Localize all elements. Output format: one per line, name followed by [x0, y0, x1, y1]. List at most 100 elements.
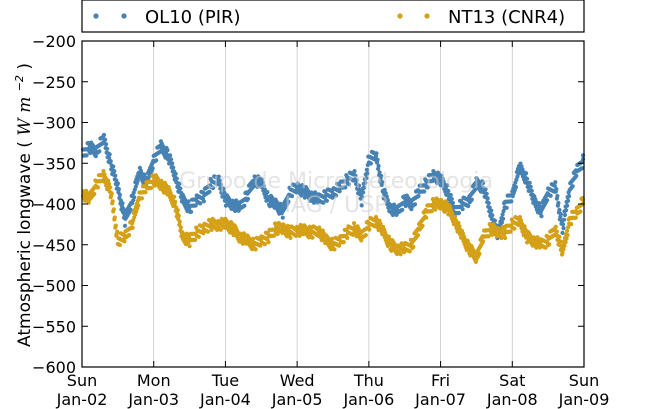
data-point [177, 181, 182, 186]
data-point [383, 191, 388, 196]
x-tick-date-label: Jan-02 [56, 390, 108, 409]
data-point [400, 207, 405, 212]
data-point [130, 225, 135, 230]
data-point [346, 182, 351, 187]
data-point [310, 235, 315, 240]
data-point [528, 184, 533, 189]
data-point [503, 235, 508, 241]
data-point [117, 242, 122, 248]
data-point [446, 188, 451, 194]
data-point [175, 208, 180, 213]
legend-marker-nt13 [424, 13, 430, 19]
data-point [555, 193, 560, 199]
data-point [357, 183, 362, 188]
data-point [112, 169, 117, 174]
data-point [560, 222, 566, 227]
legend-marker-ol10 [121, 13, 127, 19]
legend-frame [81, 0, 585, 33]
data-point [504, 205, 509, 210]
data-point [221, 186, 226, 191]
legend-label-ol10: OL10 (PIR) [145, 7, 241, 28]
y-axis-title: Atmospheric longwave ( W m −2 ) [13, 63, 35, 347]
data-point [450, 200, 455, 206]
data-point [490, 213, 495, 218]
data-point [222, 190, 227, 195]
data-point [558, 212, 564, 217]
data-point [562, 243, 567, 248]
data-point [484, 191, 489, 196]
data-point [566, 198, 571, 203]
data-point [573, 215, 578, 220]
data-point [353, 173, 358, 178]
data-point [280, 215, 285, 220]
data-point [262, 242, 267, 247]
x-tick-date-label: Jan-04 [199, 390, 251, 409]
data-point [429, 209, 434, 214]
data-point [169, 157, 174, 162]
data-point [198, 201, 203, 206]
data-point [565, 228, 570, 233]
y-axis-unit: W m [15, 97, 35, 136]
data-point [122, 223, 128, 228]
data-point [361, 190, 366, 195]
data-point [527, 180, 532, 185]
data-point [352, 169, 357, 174]
data-point [111, 207, 116, 212]
data-point [398, 252, 403, 257]
watermark: Grupo de Micrometeorologia IAG / USP [179, 169, 493, 218]
data-point [560, 230, 565, 235]
legend: OL10 (PIR) NT13 (CNR4) [81, 0, 585, 33]
y-tick-label: −550 [32, 317, 76, 336]
data-point [519, 221, 525, 226]
data-point [288, 235, 293, 240]
data-points [80, 132, 586, 264]
data-point [196, 234, 201, 239]
data-point [111, 164, 116, 169]
data-point [548, 193, 553, 198]
x-tick-day-label: Sat [499, 371, 525, 390]
data-point [351, 221, 357, 226]
data-point [105, 146, 110, 151]
data-point [529, 188, 534, 193]
series-nt13 [80, 169, 586, 264]
y-axis-unit-exponent: −2 [13, 75, 26, 91]
data-point [107, 152, 112, 157]
y-tick-label: −250 [32, 73, 76, 92]
data-point [108, 185, 113, 190]
data-point [341, 240, 346, 245]
data-point [363, 180, 368, 185]
data-point [109, 191, 114, 196]
x-tick-day-label: Fri [431, 371, 450, 390]
data-point [485, 196, 490, 201]
data-point [343, 185, 348, 190]
data-point [499, 235, 504, 241]
data-point [499, 220, 505, 225]
data-point [456, 220, 461, 226]
data-point [117, 192, 122, 197]
x-tick-day-label: Sun [67, 371, 97, 390]
data-point [524, 171, 529, 176]
data-point [512, 226, 517, 231]
data-point [449, 196, 454, 202]
y-tick-label: −300 [32, 114, 76, 133]
data-point [556, 200, 561, 206]
data-point [193, 203, 198, 208]
data-point [354, 178, 359, 183]
data-point [380, 180, 385, 185]
data-point [477, 251, 482, 256]
data-point [171, 165, 176, 170]
data-point [253, 247, 258, 252]
data-point [178, 225, 183, 230]
data-point [332, 247, 337, 252]
data-point [251, 236, 256, 241]
data-point [359, 203, 364, 208]
x-tick-day-label: Thu [353, 371, 384, 390]
data-point [579, 166, 585, 171]
data-point [509, 199, 514, 204]
data-point [120, 201, 125, 206]
data-point [501, 208, 506, 214]
data-point [481, 239, 486, 244]
data-point [500, 212, 505, 217]
data-point [168, 153, 173, 158]
